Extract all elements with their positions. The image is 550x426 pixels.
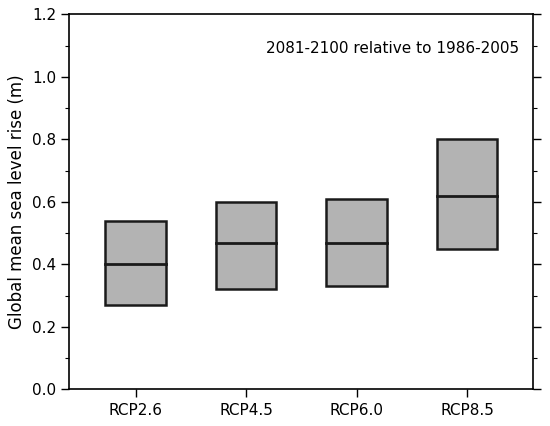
Bar — [437, 139, 497, 249]
Bar — [105, 221, 166, 305]
Bar — [216, 202, 277, 289]
Y-axis label: Global mean sea level rise (m): Global mean sea level rise (m) — [8, 75, 26, 329]
Text: 2081-2100 relative to 1986-2005: 2081-2100 relative to 1986-2005 — [266, 40, 519, 56]
Bar — [326, 199, 387, 286]
